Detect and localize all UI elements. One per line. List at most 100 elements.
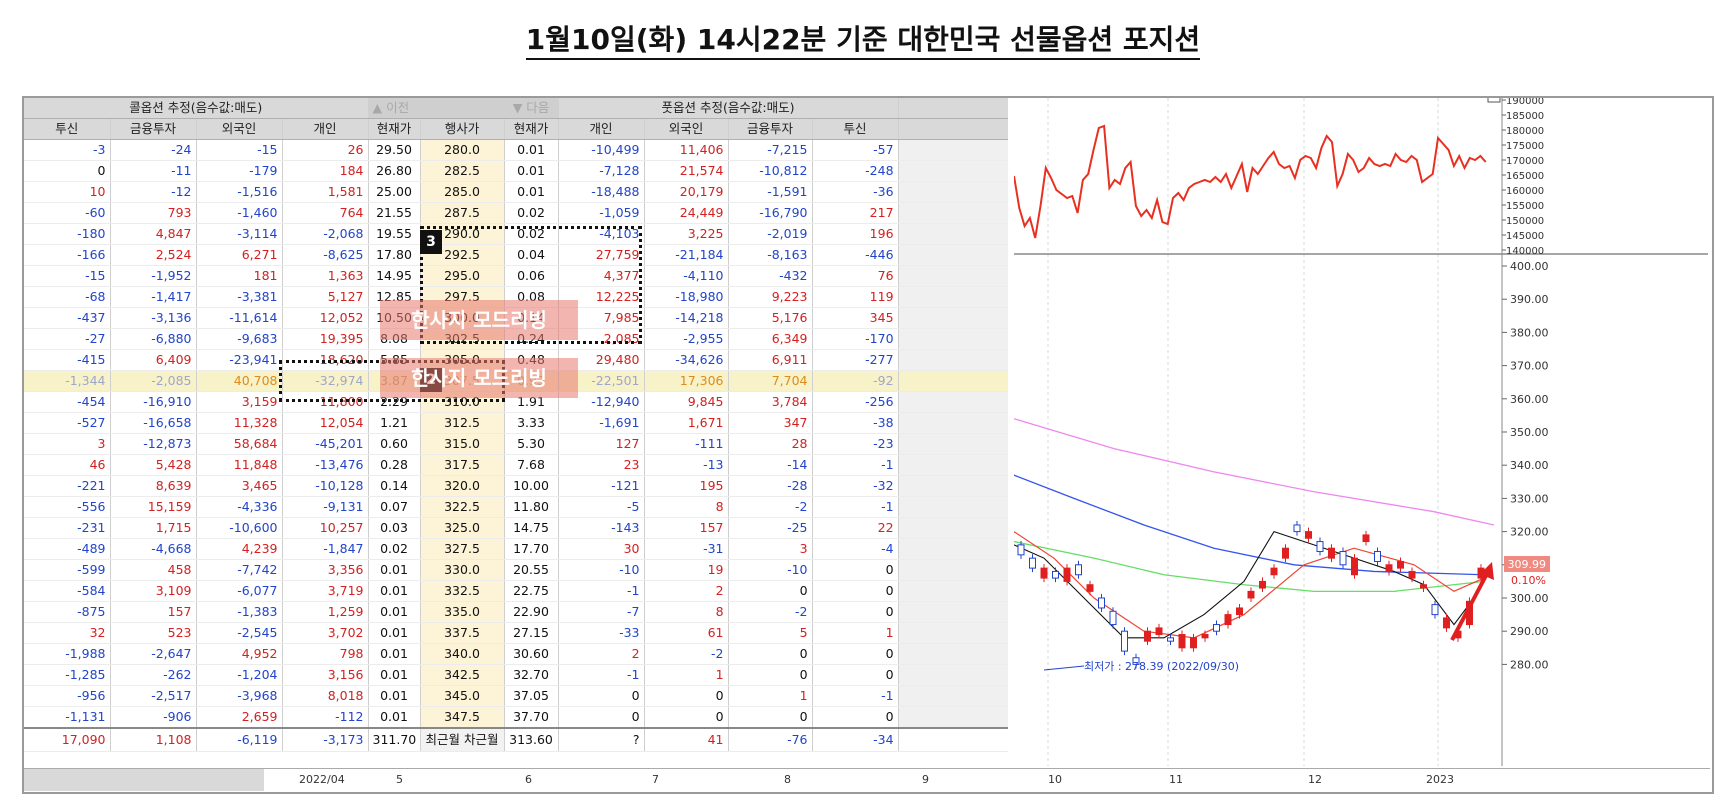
total-next-month-price: 313.60 <box>504 727 559 752</box>
scrollbar-track[interactable] <box>897 454 1008 476</box>
cell-call-fininv: 8,639 <box>110 475 197 497</box>
table-row[interactable]: -1,131 -906 2,659 -112 0.01 347.5 37.70 0 0 0 0 <box>24 706 1008 729</box>
table-row[interactable]: -60 793 -1,460 764 21.55 287.5 0.02 -1,059 24,44… <box>24 202 1008 224</box>
table-row[interactable]: -15 -1,952 181 1,363 14.95 295.0 0.06 4,377 -4,1… <box>24 265 1008 287</box>
cell-call-foreign: -6,077 <box>196 580 283 602</box>
scrollbar-track[interactable] <box>897 286 1008 308</box>
price-label: 309.99 <box>1508 558 1547 571</box>
scrollbar-track[interactable] <box>897 391 1008 413</box>
candle <box>1374 547 1381 566</box>
scrollbar-track[interactable] <box>897 433 1008 455</box>
cell-call-trust: -1,285 <box>24 664 111 686</box>
scrollbar-track[interactable] <box>897 160 1008 182</box>
scrollbar-track[interactable] <box>897 475 1008 497</box>
col-header-call-trust: 투신 <box>24 118 111 140</box>
table-row[interactable]: -231 1,715 -10,600 10,257 0.03 325.0 14.75 -143… <box>24 517 1008 539</box>
main-axis-label: 320.00 <box>1510 526 1549 539</box>
cell-put-fininv: 9,223 <box>728 286 813 308</box>
scrollbar-track[interactable] <box>897 601 1008 623</box>
scrollbar-track[interactable] <box>897 244 1008 266</box>
scrollbar-track[interactable] <box>897 412 1008 434</box>
scrollbar-track[interactable] <box>897 622 1008 644</box>
table-row[interactable]: -875 157 -1,383 1,259 0.01 335.0 22.90 -7 8 -2 0 <box>24 601 1008 623</box>
cell-strike: 340.0 <box>420 643 505 665</box>
cell-put-retail: -1,059 <box>558 202 645 224</box>
scrollbar-track[interactable] <box>897 643 1008 665</box>
cell-call-trust: -60 <box>24 202 111 224</box>
axis-tick-5: 5 <box>396 773 403 786</box>
cell-put-foreign: -111 <box>644 433 729 455</box>
prev-button[interactable]: ▲ 이전 <box>368 98 505 119</box>
cell-call-retail: 3,156 <box>282 664 369 686</box>
cell-call-fininv: -1,417 <box>110 286 197 308</box>
scrollbar-track[interactable] <box>897 580 1008 602</box>
scrollbar-track[interactable] <box>897 370 1008 392</box>
scrollbar-track[interactable] <box>897 139 1008 161</box>
options-table: 콜옵션 추정(음수값:매도) ▲ 이전 ▼ 다음 풋옵션 추정(음수값:매도) … <box>24 98 1008 752</box>
table-row[interactable]: -527 -16,658 11,328 12,054 1.21 312.5 3.33 -1,6… <box>24 412 1008 434</box>
table-row[interactable]: -166 2,524 6,271 -8,625 17.80 292.5 0.04 27,759… <box>24 244 1008 266</box>
scrollbar-track[interactable] <box>897 496 1008 518</box>
total-put-retail: ? <box>558 727 645 752</box>
cell-call-fininv: 5,428 <box>110 454 197 476</box>
table-row[interactable]: -180 4,847 -3,114 -2,068 19.55 290.0 0.02 -4,10… <box>24 223 1008 245</box>
scrollbar-track[interactable] <box>897 559 1008 581</box>
top-axis-label: 170000 <box>1506 156 1544 167</box>
scrollbar-track[interactable] <box>897 181 1008 203</box>
cell-call-trust: -527 <box>24 412 111 434</box>
cell-strike: 337.5 <box>420 622 505 644</box>
cell-put-fininv: -2 <box>728 496 813 518</box>
cell-put-trust: 119 <box>812 286 899 308</box>
table-row[interactable]: -1,285 -262 -1,204 3,156 0.01 342.5 32.70 -1 1 0 0 <box>24 664 1008 686</box>
cell-strike: 320.0 <box>420 475 505 497</box>
table-row[interactable]: -1,988 -2,647 4,952 798 0.01 340.0 30.60 2 -2 0 0 <box>24 643 1008 665</box>
scrollbar-track[interactable] <box>897 538 1008 560</box>
table-row[interactable]: 0 -11 -179 184 26.80 282.5 0.01 -7,128 21,574 -10… <box>24 160 1008 182</box>
scrollbar-track[interactable] <box>897 727 1008 752</box>
scrollbar-track[interactable] <box>897 349 1008 371</box>
table-row[interactable]: -584 3,109 -6,077 3,719 0.01 332.5 22.75 -1 2 0 0 <box>24 580 1008 602</box>
cell-strike: 332.5 <box>420 580 505 602</box>
col-header-call-fininv: 금융투자 <box>110 118 197 140</box>
cell-put-foreign: 19 <box>644 559 729 581</box>
table-row[interactable]: 46 5,428 11,848 -13,476 0.28 317.5 7.68 23 -13 -1… <box>24 454 1008 476</box>
candle <box>1144 627 1151 646</box>
cell-call-foreign: 2,659 <box>196 706 283 729</box>
next-button[interactable]: ▼ 다음 <box>504 98 559 119</box>
scrollbar-track[interactable] <box>897 685 1008 707</box>
cell-call-foreign: 11,848 <box>196 454 283 476</box>
cell-call-retail: -2,068 <box>282 223 369 245</box>
table-row[interactable]: 3 -12,873 58,684 -45,201 0.60 315.0 5.30 127 -11… <box>24 433 1008 455</box>
scrollbar-track[interactable] <box>897 517 1008 539</box>
table-row[interactable]: -454 -16,910 3,159 11,800 2.29 310.0 1.91 -12,9… <box>24 391 1008 413</box>
table-row[interactable]: -221 8,639 3,465 -10,128 0.14 320.0 10.00 -121 1… <box>24 475 1008 497</box>
candle <box>1075 560 1082 579</box>
cell-call-foreign: -1,204 <box>196 664 283 686</box>
scrollbar-track[interactable] <box>897 223 1008 245</box>
scrollbar-track[interactable] <box>897 202 1008 224</box>
table-row[interactable]: 10 -12 -1,516 1,581 25.00 285.0 0.01 -18,488 20,… <box>24 181 1008 203</box>
scrollbar-track[interactable] <box>897 706 1008 729</box>
table-row[interactable]: -556 15,159 -4,336 -9,131 0.07 322.5 11.80 -5 8-… <box>24 496 1008 518</box>
cell-put-price: 0.06 <box>504 265 559 287</box>
table-row[interactable]: -489 -4,668 4,239 -1,847 0.02 327.5 17.70 30 -31… <box>24 538 1008 560</box>
cell-call-retail: -9,131 <box>282 496 369 518</box>
chart-expand-button[interactable] <box>1487 98 1501 103</box>
cell-put-retail: 29,480 <box>558 349 645 371</box>
cell-put-retail: -22,501 <box>558 370 645 392</box>
table-row[interactable]: -956 -2,517 -3,968 8,018 0.01 345.0 37.05 0 0 1 -1 <box>24 685 1008 707</box>
cell-call-foreign: -11,614 <box>196 307 283 329</box>
top-axis-label: 190000 <box>1506 98 1544 107</box>
scrollbar-track[interactable] <box>897 328 1008 350</box>
scrollbar-track[interactable] <box>897 664 1008 686</box>
table-row[interactable]: -3 -24 -15 26 29.50 280.0 0.01 -10,499 11,406 -7,… <box>24 139 1008 161</box>
cell-put-foreign: 0 <box>644 706 729 729</box>
scrollbar-track[interactable] <box>897 307 1008 329</box>
scrollbar-track[interactable] <box>897 265 1008 287</box>
table-row[interactable]: 32 523 -2,545 3,702 0.01 337.5 27.15 -33 61 5 1 <box>24 622 1008 644</box>
table-row[interactable]: -599 458 -7,742 3,356 0.01 330.0 20.55 -10 19 -10… <box>24 559 1008 581</box>
cell-call-foreign: 4,239 <box>196 538 283 560</box>
cell-call-foreign: -1,383 <box>196 601 283 623</box>
main-axis-label: 360.00 <box>1510 393 1549 406</box>
cell-put-retail: -1,691 <box>558 412 645 434</box>
